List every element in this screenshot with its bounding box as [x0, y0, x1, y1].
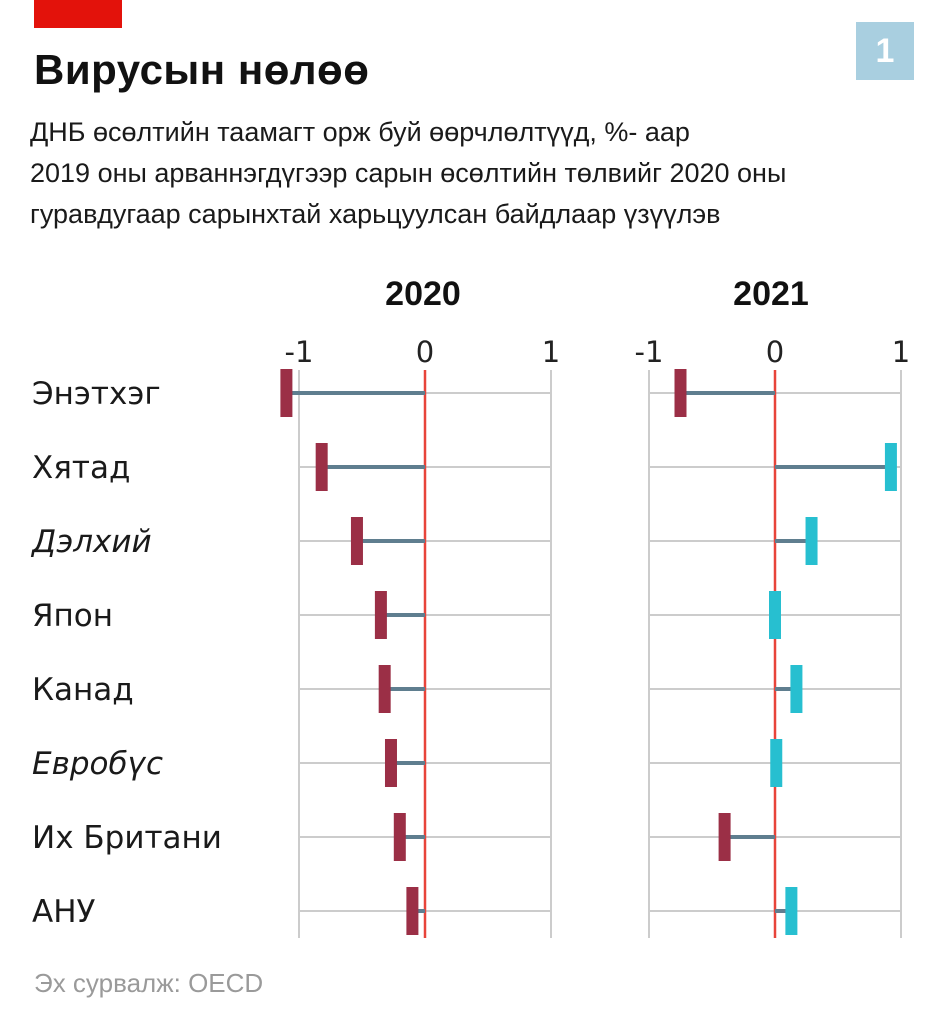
positive-marker: [790, 665, 803, 713]
panel-title: 2021: [733, 275, 809, 313]
category-label: Евробүс: [32, 746, 163, 782]
panel-title: 2020: [385, 275, 461, 313]
chart-number-badge: 1: [856, 22, 914, 80]
negative-marker: [280, 369, 293, 417]
negative-marker: [378, 665, 391, 713]
category-label: Дэлхий: [30, 524, 152, 560]
positive-marker: [769, 591, 781, 639]
positive-marker: [805, 517, 818, 565]
x-tick-label: -1: [285, 335, 314, 369]
chart-subtitle: ДНБ өсөлтийн таамагт орж буй өөрчлөлтүүд…: [30, 112, 920, 235]
negative-marker: [406, 887, 419, 935]
category-label: Япон: [32, 598, 113, 634]
negative-marker: [384, 739, 397, 787]
x-tick-label: -1: [635, 335, 664, 369]
category-label: Энэтхэг: [32, 376, 161, 412]
x-tick-label: 1: [542, 335, 560, 369]
positive-marker: [770, 739, 783, 787]
subtitle-line: 2019 оны арваннэгдүгээр сарын өсөлтийн т…: [30, 158, 787, 188]
negative-marker: [350, 517, 363, 565]
negative-marker: [374, 591, 387, 639]
x-tick-label: 0: [416, 335, 434, 369]
brand-tag: [34, 0, 122, 28]
negative-marker: [674, 369, 687, 417]
category-label: АНУ: [32, 894, 96, 930]
category-label: Хятад: [32, 450, 130, 486]
x-tick-label: 0: [766, 335, 784, 369]
positive-marker: [785, 887, 798, 935]
x-tick-label: 1: [892, 335, 910, 369]
category-label: Их Британи: [32, 820, 222, 856]
category-label: Канад: [32, 672, 134, 708]
negative-marker: [393, 813, 406, 861]
negative-marker: [315, 443, 328, 491]
source-note: Эх сурвалж: OECD: [34, 968, 264, 998]
chart-title: Вирусын нөлөө: [34, 46, 370, 93]
subtitle-line: ДНБ өсөлтийн таамагт орж буй өөрчлөлтүүд…: [30, 117, 690, 147]
subtitle-line: гуравдугаар сарынхтай харьцуулсан байдла…: [30, 199, 721, 229]
positive-marker: [884, 443, 897, 491]
negative-marker: [718, 813, 731, 861]
